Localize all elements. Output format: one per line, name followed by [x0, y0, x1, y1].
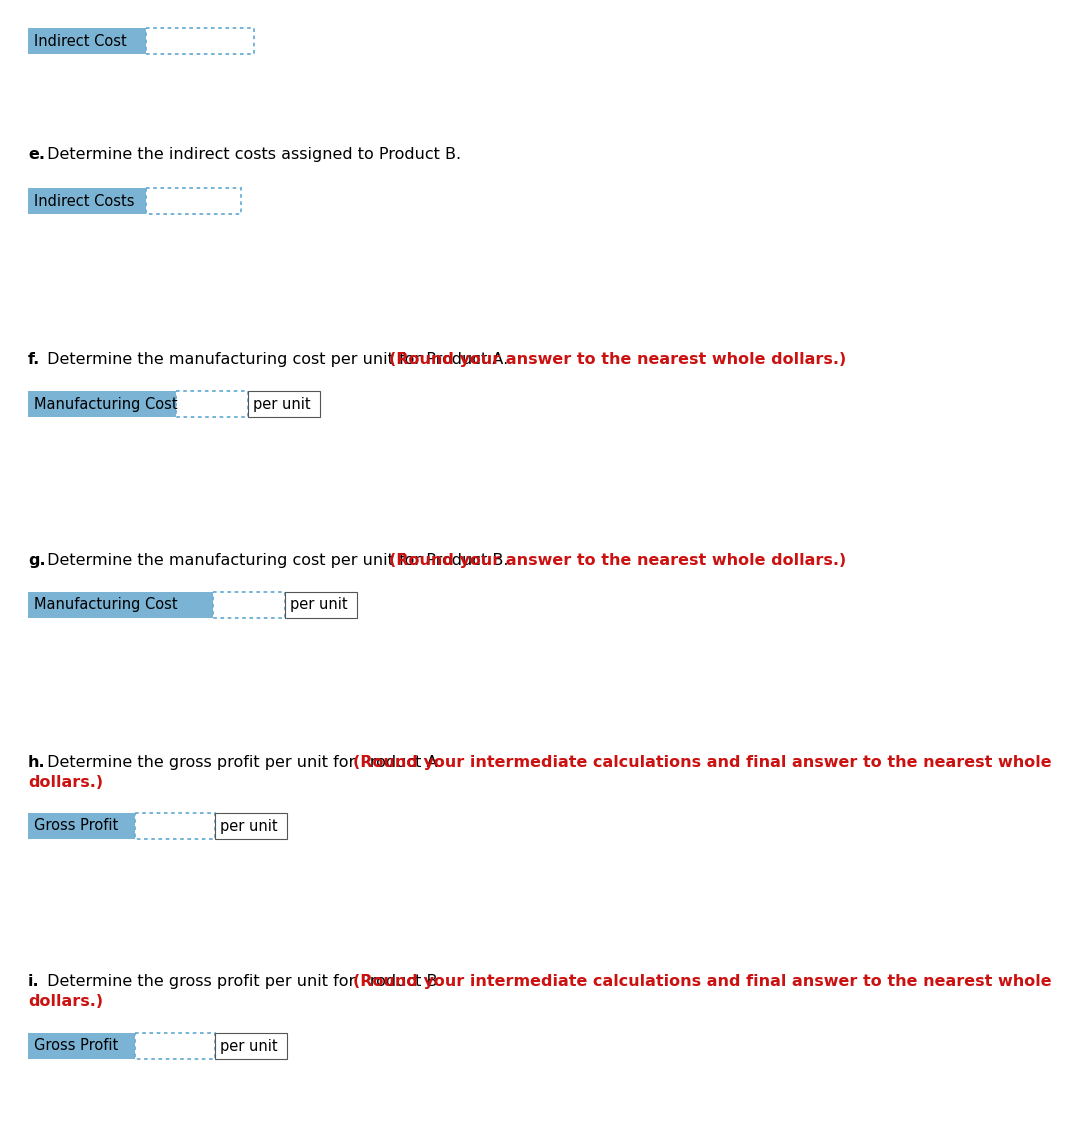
FancyBboxPatch shape: [28, 188, 146, 214]
FancyBboxPatch shape: [247, 391, 320, 418]
FancyBboxPatch shape: [28, 592, 213, 618]
FancyBboxPatch shape: [176, 391, 247, 418]
Text: Determine the gross profit per unit for Product B.: Determine the gross profit per unit for …: [42, 974, 448, 989]
FancyBboxPatch shape: [28, 1033, 134, 1059]
Text: Indirect Costs: Indirect Costs: [34, 194, 134, 209]
Text: (Round your intermediate calculations and final answer to the nearest whole: (Round your intermediate calculations an…: [353, 974, 1051, 989]
Text: (Round your answer to the nearest whole dollars.): (Round your answer to the nearest whole …: [388, 352, 846, 367]
FancyBboxPatch shape: [134, 1033, 215, 1059]
FancyBboxPatch shape: [146, 28, 254, 54]
Text: per unit: per unit: [220, 1038, 278, 1053]
FancyBboxPatch shape: [28, 813, 134, 838]
Text: (Round your intermediate calculations and final answer to the nearest whole: (Round your intermediate calculations an…: [353, 755, 1051, 770]
Text: h.: h.: [28, 755, 45, 770]
FancyBboxPatch shape: [215, 1033, 287, 1059]
FancyBboxPatch shape: [146, 188, 241, 214]
Text: dollars.): dollars.): [28, 994, 103, 1009]
Text: per unit: per unit: [253, 397, 311, 412]
Text: Gross Profit: Gross Profit: [34, 1038, 118, 1053]
Text: (Round your answer to the nearest whole dollars.): (Round your answer to the nearest whole …: [388, 553, 846, 568]
FancyBboxPatch shape: [134, 813, 215, 838]
FancyBboxPatch shape: [215, 813, 287, 838]
Text: dollars.): dollars.): [28, 775, 103, 790]
Text: per unit: per unit: [291, 598, 348, 612]
FancyBboxPatch shape: [28, 28, 146, 54]
Text: Determine the gross profit per unit for Product A.: Determine the gross profit per unit for …: [42, 755, 448, 770]
Text: Gross Profit: Gross Profit: [34, 819, 118, 834]
Text: g.: g.: [28, 553, 45, 568]
Text: f.: f.: [28, 352, 40, 367]
Text: e.: e.: [28, 147, 45, 162]
Text: Manufacturing Cost: Manufacturing Cost: [34, 598, 178, 612]
Text: Determine the manufacturing cost per unit for Product A.: Determine the manufacturing cost per uni…: [42, 352, 513, 367]
FancyBboxPatch shape: [285, 592, 357, 618]
Text: per unit: per unit: [220, 819, 278, 834]
Text: i.: i.: [28, 974, 40, 989]
Text: Manufacturing Cost: Manufacturing Cost: [34, 397, 178, 412]
FancyBboxPatch shape: [213, 592, 285, 618]
Text: Indirect Cost: Indirect Cost: [34, 33, 127, 48]
Text: Determine the manufacturing cost per unit for Product B.: Determine the manufacturing cost per uni…: [42, 553, 513, 568]
FancyBboxPatch shape: [28, 391, 176, 418]
Text: Determine the indirect costs assigned to Product B.: Determine the indirect costs assigned to…: [42, 147, 462, 162]
